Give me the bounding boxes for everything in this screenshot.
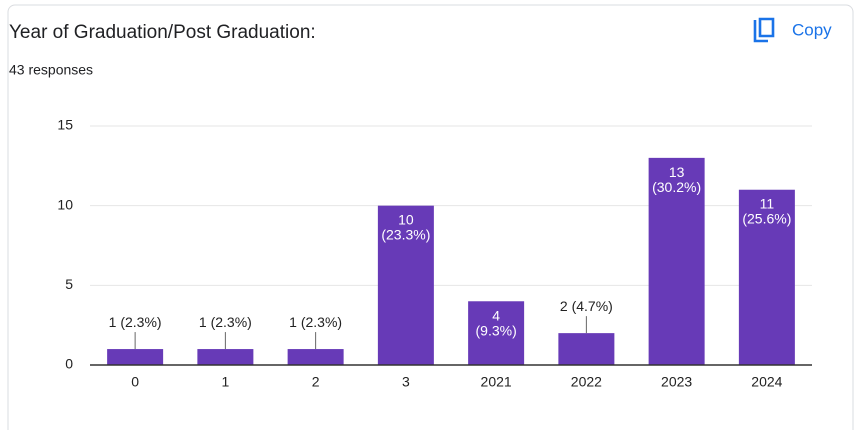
card — [7, 4, 854, 430]
value-label: 2 (4.7%) — [560, 298, 613, 314]
y-tick-label: 10 — [57, 196, 73, 212]
value-label-line: 13 — [669, 164, 685, 180]
value-label-line: (23.3%) — [381, 226, 430, 242]
bar — [558, 333, 615, 365]
copy-icon[interactable] — [753, 17, 775, 43]
x-tick-label: 0 — [131, 374, 139, 390]
value-label: 11 (25.6%) — [742, 195, 791, 226]
bar — [468, 301, 525, 365]
chart-title: Year of Graduation/Post Graduation: — [9, 22, 316, 43]
bar — [287, 349, 344, 365]
value-label-line: (9.3%) — [476, 322, 517, 338]
value-label-line: (25.6%) — [742, 210, 791, 226]
bar — [738, 189, 795, 365]
y-tick-label: 15 — [57, 117, 73, 133]
value-label: 1 (2.3%) — [109, 314, 162, 330]
copy-label[interactable]: Copy — [792, 20, 832, 39]
value-label-line: (30.2%) — [652, 179, 701, 195]
bar — [107, 349, 164, 365]
bar — [377, 205, 434, 365]
value-label: 13 (30.2%) — [652, 164, 701, 195]
x-tick-label: 2 — [312, 374, 320, 390]
bar — [197, 349, 254, 365]
x-tick-label: 2022 — [571, 374, 602, 390]
response-count: 43 responses — [9, 62, 93, 78]
value-label: 10 (23.3%) — [381, 211, 430, 242]
value-label-line: 4 — [492, 307, 500, 323]
value-label: 4 (9.3%) — [476, 307, 517, 338]
x-tick-label: 3 — [402, 374, 410, 390]
value-label: 1 (2.3%) — [199, 314, 252, 330]
bar — [648, 157, 705, 365]
value-label-line: 10 — [398, 211, 414, 227]
x-tick-label: 2023 — [661, 374, 692, 390]
value-label: 1 (2.3%) — [289, 314, 342, 330]
y-tick-label: 0 — [65, 356, 73, 372]
copy-button[interactable]: Copy — [745, 15, 845, 47]
value-label-line: 11 — [760, 195, 775, 211]
x-tick-label: 1 — [221, 374, 229, 390]
x-tick-label: 2024 — [751, 374, 782, 390]
x-tick-label: 2021 — [481, 374, 512, 390]
y-tick-label: 5 — [65, 276, 73, 292]
